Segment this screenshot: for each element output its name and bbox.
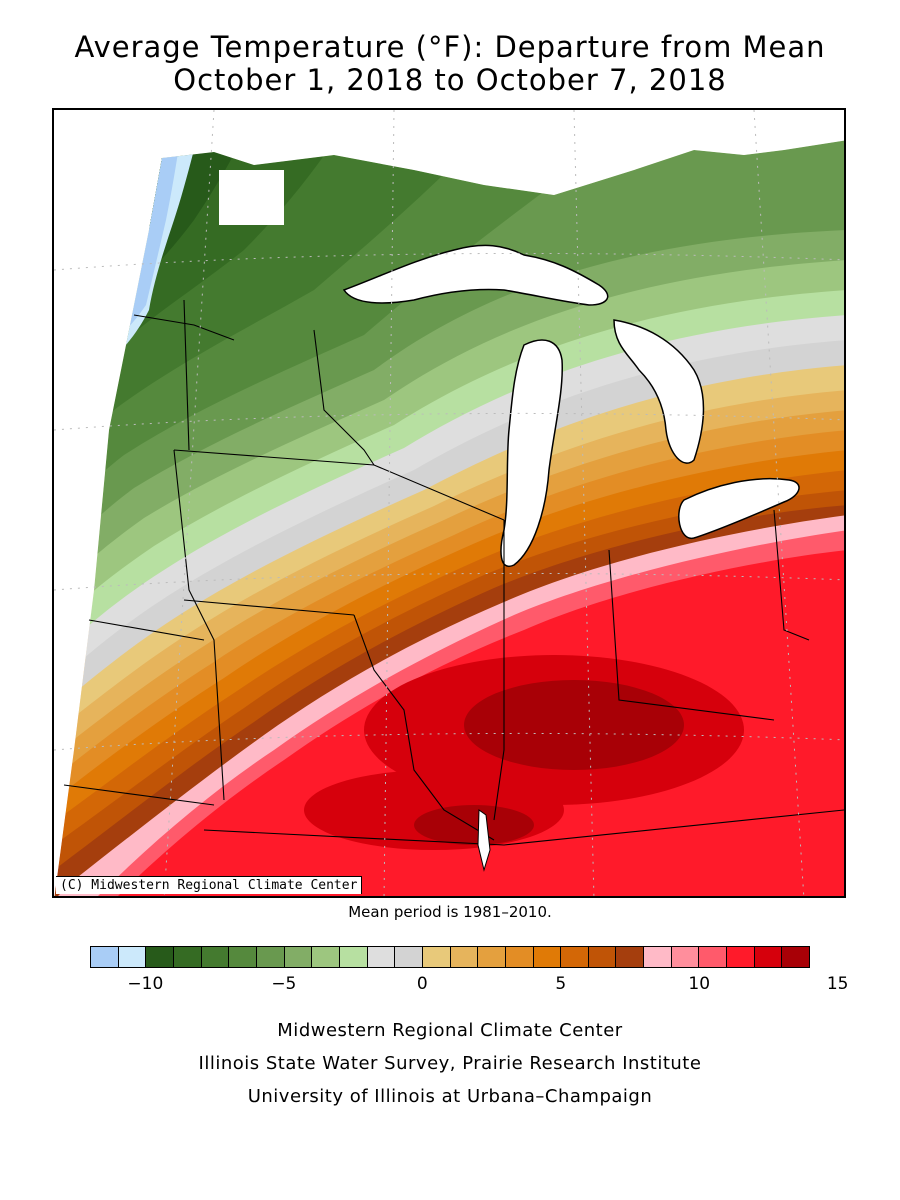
missing-data-area — [219, 170, 284, 225]
legend-swatch — [588, 947, 617, 967]
lake-erie — [678, 477, 800, 539]
legend-swatch — [561, 947, 589, 967]
lake-michigan — [500, 339, 564, 568]
legend-swatch — [782, 947, 810, 967]
legend-swatch — [201, 947, 230, 967]
temperature-field — [54, 140, 844, 896]
legend-swatch — [616, 947, 645, 967]
legend-swatch — [173, 947, 202, 967]
legend-tick-label: 15 — [826, 974, 849, 994]
legend-tick-label: 5 — [555, 974, 567, 994]
legend-swatch — [450, 947, 479, 967]
temperature-departure-map — [54, 110, 844, 896]
legend-swatch — [312, 947, 340, 967]
legend-swatch — [146, 947, 174, 967]
mean-period-note: Mean period is 1981–2010. — [348, 903, 552, 921]
legend-swatch — [367, 947, 396, 967]
legend-swatch — [671, 947, 700, 967]
state-boundaries — [63, 299, 844, 846]
legend-ticks: −10 −5 0 5 10 15 — [90, 968, 848, 998]
credit-line-3: University of Illinois at Urbana–Champai… — [247, 1086, 653, 1107]
legend-swatch — [284, 947, 313, 967]
lake-huron — [613, 319, 705, 464]
color-legend — [90, 946, 810, 968]
legend-swatch — [339, 947, 368, 967]
graticule — [54, 110, 844, 896]
map-frame: (C) Midwestern Regional Climate Center — [52, 108, 846, 898]
credit-line-2: Illinois State Water Survey, Prairie Res… — [198, 1053, 702, 1074]
lake-superior — [342, 244, 609, 306]
map-title-line-2: October 1, 2018 to October 7, 2018 — [173, 63, 727, 97]
credit-line-1: Midwestern Regional Climate Center — [277, 1020, 623, 1041]
legend-swatch — [644, 947, 672, 967]
legend-swatch — [478, 947, 506, 967]
legend-swatch — [754, 947, 783, 967]
reservoir — [477, 809, 491, 872]
legend-tick-label: 0 — [416, 974, 428, 994]
legend-swatch — [699, 947, 728, 967]
legend-swatch — [727, 947, 755, 967]
legend-swatch — [395, 947, 423, 967]
legend-swatch — [422, 947, 451, 967]
legend-tick-label: 10 — [688, 974, 711, 994]
legend-swatch — [533, 947, 562, 967]
map-title-line-1: Average Temperature (°F): Departure from… — [74, 30, 826, 64]
legend-swatch — [256, 947, 285, 967]
copyright-label: (C) Midwestern Regional Climate Center — [56, 876, 363, 894]
legend-tick-label: −10 — [127, 974, 164, 994]
legend-swatch — [229, 947, 257, 967]
legend-swatch — [118, 947, 147, 967]
legend-swatch — [91, 947, 119, 967]
legend-swatch — [505, 947, 534, 967]
legend-tick-label: −5 — [271, 974, 297, 994]
